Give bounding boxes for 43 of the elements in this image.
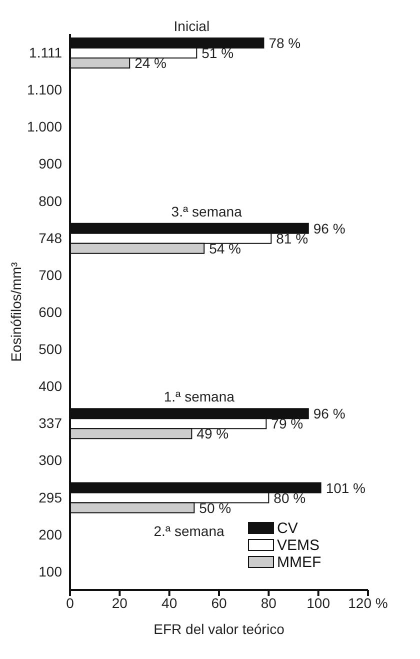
y-tick-label: 400 <box>38 378 62 394</box>
data-label: 51 % <box>202 44 234 61</box>
y-tick-label: 100 <box>38 563 62 580</box>
y-tick-label: 748 <box>38 230 62 246</box>
x-tick-label: 80 <box>260 594 277 611</box>
data-label: 79 % <box>271 416 304 432</box>
x-tick-label: 20 <box>112 594 128 611</box>
y-tick-label: 295 <box>38 489 62 506</box>
data-label: 80 % <box>274 490 306 506</box>
y-tick-label: 1.100 <box>26 82 62 98</box>
x-tick-label: 100 <box>306 594 330 611</box>
y-tick-label: 500 <box>38 341 62 358</box>
x-tick-label: 120 % <box>348 594 388 611</box>
legend-label: VEMS <box>276 536 321 554</box>
annotation: 2.ª semana <box>154 522 224 539</box>
data-label: 81 % <box>276 230 308 246</box>
data-label: 24 % <box>134 54 167 71</box>
data-label: 49 % <box>196 426 229 442</box>
annotation: 1.ª semana <box>164 388 235 405</box>
y-axis-title: Eosinófilos/mm³ <box>8 262 24 362</box>
x-tick-label: 60 <box>211 594 227 611</box>
y-tick-label: 700 <box>38 266 62 283</box>
legend-label: CV <box>276 520 299 537</box>
annotation: Inicial <box>174 18 210 34</box>
y-tick-label: 600 <box>38 304 62 320</box>
x-tick-label: 40 <box>162 594 178 611</box>
y-tick-label: 800 <box>38 192 62 209</box>
y-tick-label: 1.111 <box>29 44 62 61</box>
annotation: 3.ª semana <box>171 203 242 220</box>
y-tick-label: 200 <box>38 526 62 542</box>
y-tick-label: 1.000 <box>26 118 62 135</box>
y-tick-label: 300 <box>38 452 62 468</box>
y-tick-label: 900 <box>38 156 62 172</box>
legend-label: MMEF <box>276 554 322 571</box>
data-label: 50 % <box>199 500 232 516</box>
data-label: 101 % <box>326 480 366 496</box>
data-label: 54 % <box>209 240 242 256</box>
x-axis-title: EFR del valor teórico <box>154 621 285 637</box>
y-tick-label: 337 <box>38 415 62 432</box>
data-label: 96 % <box>313 220 346 236</box>
data-label: 78 % <box>268 34 301 51</box>
data-label: 96 % <box>313 406 346 422</box>
x-tick-label: 0 <box>66 594 74 611</box>
